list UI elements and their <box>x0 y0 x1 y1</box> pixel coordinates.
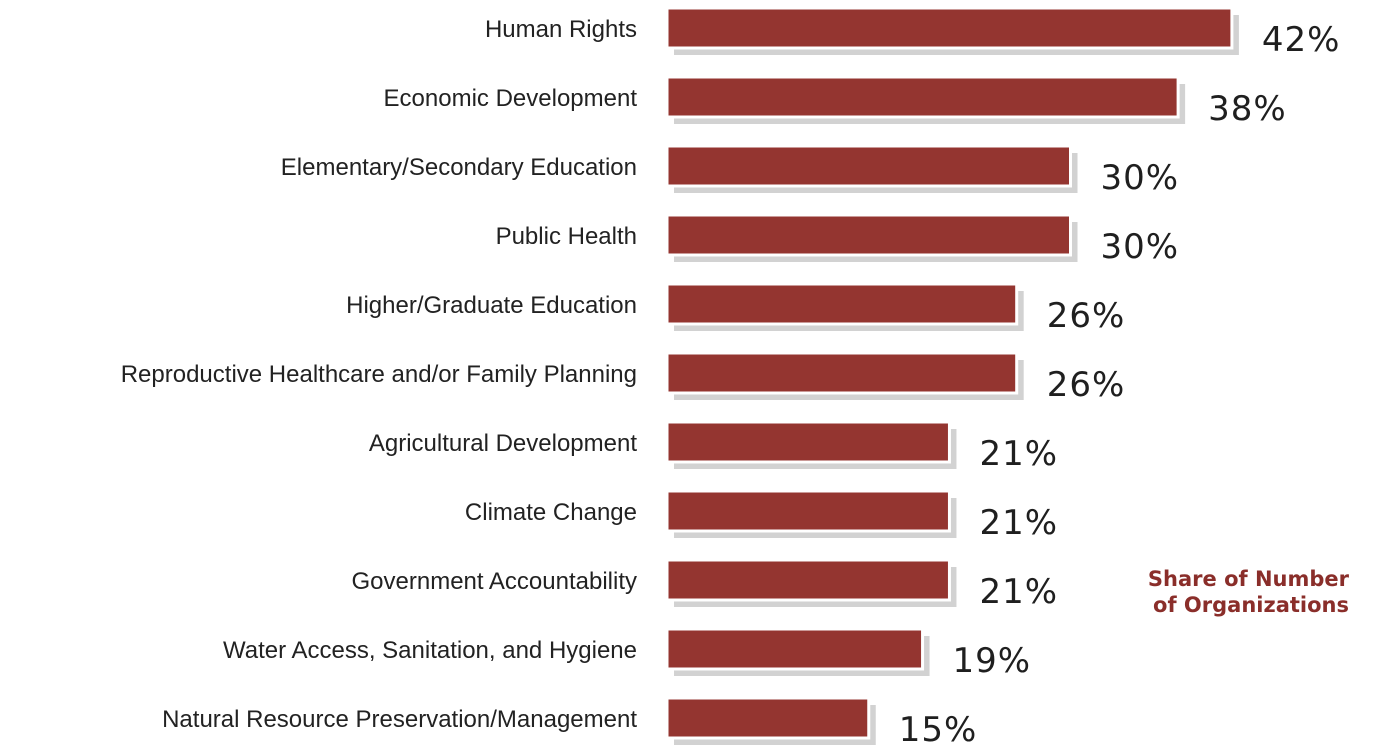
bar-row: Agricultural Development 21% <box>369 420 1058 474</box>
bar <box>665 144 1072 188</box>
category-label: Human Rights <box>485 16 637 43</box>
bar <box>665 213 1072 257</box>
bar <box>665 282 1019 326</box>
bar-row: Water Access, Sanitation, and Hygiene 19% <box>223 627 1032 681</box>
value-label: 21% <box>979 572 1058 612</box>
chart-note: Share of Number of Organizations <box>1089 566 1349 618</box>
category-label: Water Access, Sanitation, and Hygiene <box>223 637 637 664</box>
bar <box>665 351 1019 395</box>
category-label: Public Health <box>496 223 637 250</box>
bar-row: Elementary/Secondary Education 30% <box>281 144 1180 198</box>
bar-row: Reproductive Healthcare and/or Family Pl… <box>121 351 1126 405</box>
category-label: Elementary/Secondary Education <box>281 154 637 181</box>
value-label: 15% <box>899 710 978 747</box>
bar <box>665 696 871 740</box>
value-label: 30% <box>1101 227 1180 267</box>
chart-note-line-2: of Organizations <box>1153 593 1349 617</box>
bar-row: Human Rights 42% <box>485 6 1341 60</box>
bar-row: Natural Resource Preservation/Management… <box>162 696 978 747</box>
bar-row: Economic Development 38% <box>384 75 1287 129</box>
category-label: Reproductive Healthcare and/or Family Pl… <box>121 361 637 388</box>
bar <box>665 558 951 602</box>
bar-row: Climate Change 21% <box>465 489 1058 543</box>
value-label: 26% <box>1047 296 1126 336</box>
category-label: Natural Resource Preservation/Management <box>162 706 637 733</box>
category-label: Agricultural Development <box>369 430 637 457</box>
value-label: 26% <box>1047 365 1126 405</box>
value-label: 21% <box>979 503 1058 543</box>
category-label: Government Accountability <box>352 568 637 595</box>
chart-note-line-1: Share of Number <box>1147 567 1349 591</box>
bar <box>665 6 1234 50</box>
bar-row: Public Health 30% <box>496 213 1180 267</box>
value-label: 38% <box>1208 89 1287 129</box>
bar-row: Higher/Graduate Education 26% <box>346 282 1126 336</box>
bar <box>665 420 951 464</box>
category-label: Economic Development <box>384 85 638 112</box>
category-label: Higher/Graduate Education <box>346 292 637 319</box>
value-label: 21% <box>979 434 1058 474</box>
bar <box>665 75 1180 119</box>
value-label: 19% <box>953 641 1032 681</box>
bar <box>665 489 951 533</box>
bar <box>665 627 925 671</box>
value-label: 42% <box>1262 20 1341 60</box>
category-label: Climate Change <box>465 499 637 526</box>
value-label: 30% <box>1101 158 1180 198</box>
bar-row: Government Accountability 21% <box>352 558 1058 612</box>
